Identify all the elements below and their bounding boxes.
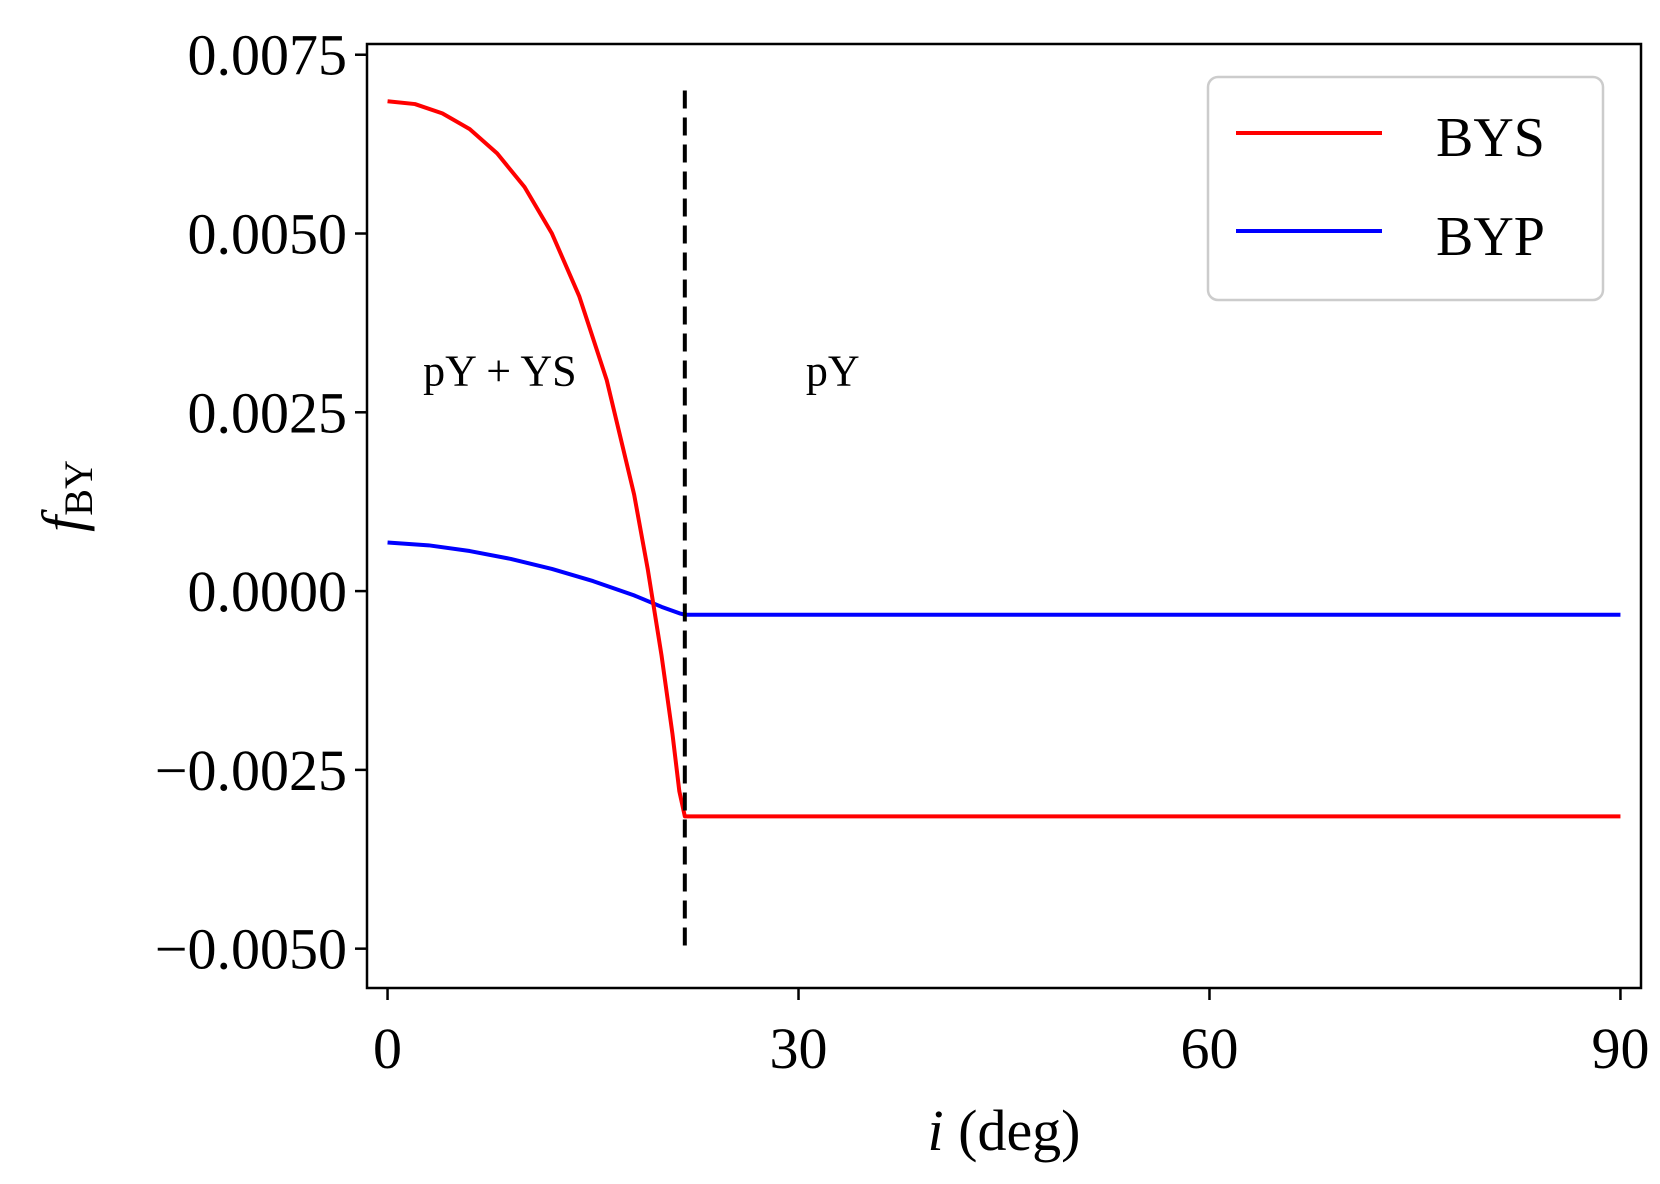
series-line-byp xyxy=(387,540,1621,617)
legend-label-byp: BYP xyxy=(1436,206,1545,268)
x-axis-title: i (deg) xyxy=(928,1098,1081,1163)
x-tick-label: 30 xyxy=(770,1016,828,1081)
x-tick-label: 90 xyxy=(1591,1016,1649,1081)
annotation-region-right: pY xyxy=(806,346,860,395)
y-axis-title-subscript: BY xyxy=(56,460,101,516)
plot-frame xyxy=(365,42,1643,990)
y-axis-title: fBY xyxy=(30,460,101,532)
x-axis-title-variable: i xyxy=(928,1098,944,1163)
y-tick-label: 0.0000 xyxy=(188,559,348,624)
x-axis-title-unit: (deg) xyxy=(944,1098,1081,1163)
x-tick-label: 0 xyxy=(373,1016,402,1081)
series-line-bys xyxy=(387,99,1621,819)
y-tick-label: 0.0050 xyxy=(188,202,348,267)
svg-text:fBY: fBY xyxy=(30,460,101,532)
x-axis-ticks: 0 30 60 90 xyxy=(373,988,1649,1081)
series-layer xyxy=(387,99,1621,819)
legend: BYS BYP xyxy=(1206,75,1605,302)
y-axis-ticks: 0.0075 0.0050 0.0025 0.0000 −0.0025 −0.0050 xyxy=(155,23,367,982)
y-tick-label: −0.0050 xyxy=(155,917,347,982)
y-tick-label: 0.0075 xyxy=(188,23,348,88)
y-tick-label: 0.0025 xyxy=(188,380,348,445)
x-tick-label: 60 xyxy=(1180,1016,1238,1081)
legend-label-bys: BYS xyxy=(1436,107,1545,169)
y-tick-label: −0.0025 xyxy=(155,738,347,803)
annotation-region-left: pY + YS xyxy=(423,346,577,395)
